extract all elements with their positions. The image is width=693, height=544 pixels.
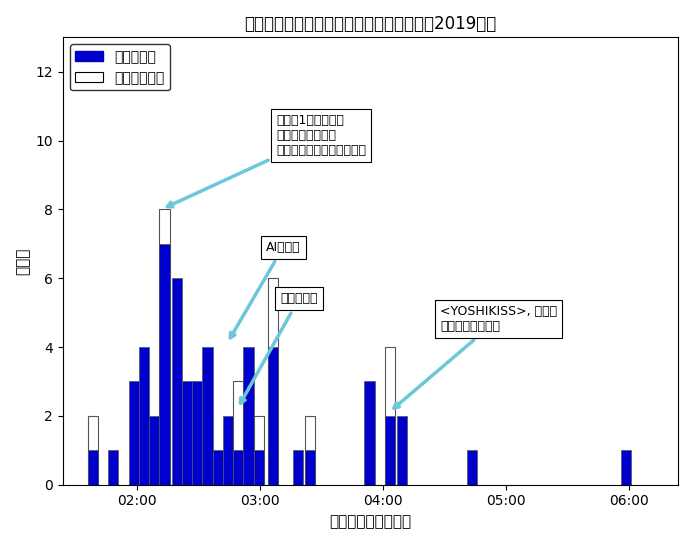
Title: パフォーマンス時間ごとの歌手数の分布（2019年）: パフォーマンス時間ごとの歌手数の分布（2019年） [245,15,497,33]
Bar [305,416,315,485]
Bar [233,381,243,485]
Bar [365,381,374,485]
Bar [159,209,170,485]
Bar [254,416,264,485]
Bar [202,347,213,485]
Y-axis label: 歌手数: 歌手数 [15,248,30,275]
Bar [292,450,303,485]
Text: <YOSHIKISS>, カイト
まりや・ユーミン: <YOSHIKISS>, カイト まりや・ユーミン [394,305,557,408]
Bar [233,450,243,485]
Bar [192,381,202,485]
Bar [467,450,477,485]
Bar [182,381,192,485]
Bar [172,278,182,485]
Bar [385,347,395,485]
Bar [87,416,98,485]
Text: 前半で1番長かった
企画コーナーの曲
ホール・ニュー・ワールド: 前半で1番長かった 企画コーナーの曲 ホール・ニュー・ワールド [168,114,366,207]
Bar [268,347,278,485]
Text: AIひばり: AIひばり [230,240,301,338]
Bar [254,450,264,485]
X-axis label: パフォーマンス時間: パフォーマンス時間 [329,514,412,529]
Bar [213,450,223,485]
Bar [305,450,315,485]
Bar [243,347,254,485]
Bar [108,450,119,485]
Bar [139,347,149,485]
Bar [223,416,233,485]
Legend: 紅組・白組, 企画コーナー: 紅組・白組, 企画コーナー [70,44,170,90]
Bar [385,416,395,485]
Bar [128,381,139,485]
Text: 浅草キッド: 浅草キッド [240,292,317,403]
Bar [149,416,159,485]
Bar [268,278,278,485]
Bar [621,450,631,485]
Bar [87,450,98,485]
Bar [159,244,170,485]
Bar [397,416,407,485]
